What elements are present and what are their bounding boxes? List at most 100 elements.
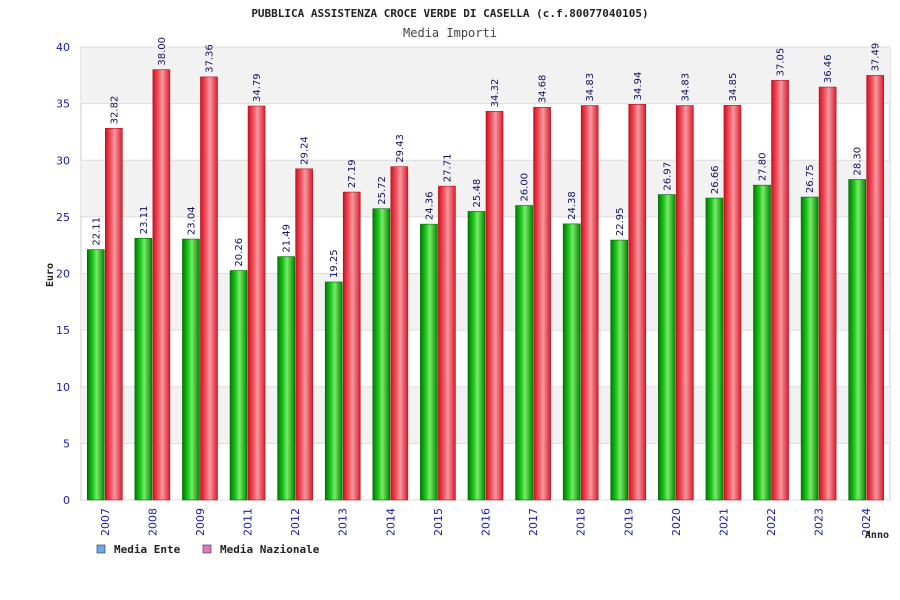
value-label-media-ente-2014: 25.72 xyxy=(377,176,388,205)
legend-label-media-ente: Media Ente xyxy=(114,543,181,556)
bar-media-ente-2011 xyxy=(229,270,248,501)
x-tick-label: 2008 xyxy=(146,508,159,536)
x-tick-label: 2019 xyxy=(622,508,635,536)
bar-media-ente-2022 xyxy=(753,184,771,501)
value-label-media-nazionale-2012: 29.24 xyxy=(300,136,311,165)
bar-media-nazionale-2017 xyxy=(533,106,551,501)
value-label-media-nazionale-2018: 34.83 xyxy=(585,73,596,102)
x-tick-label: 2009 xyxy=(194,508,207,536)
value-label-media-nazionale-2023: 36.46 xyxy=(823,54,834,83)
x-tick-label: 2013 xyxy=(337,508,350,536)
value-label-media-ente-2023: 26.75 xyxy=(805,164,816,193)
x-tick-label: 2021 xyxy=(717,508,730,536)
bar-media-nazionale-2020 xyxy=(676,105,694,501)
bar-media-ente-2016 xyxy=(467,211,486,501)
bar-media-nazionale-2014 xyxy=(390,166,409,501)
value-label-media-nazionale-2019: 34.94 xyxy=(633,72,644,101)
value-label-media-nazionale-2008: 38.00 xyxy=(157,37,168,66)
value-label-media-nazionale-2016: 34.32 xyxy=(490,79,501,108)
bar-media-nazionale-2007 xyxy=(104,128,123,501)
x-tick-label: 2011 xyxy=(242,508,255,536)
value-label-media-ente-2007: 22.11 xyxy=(91,217,102,246)
value-label-media-nazionale-2009: 37.36 xyxy=(204,44,215,73)
y-tick-label: 20 xyxy=(56,268,70,281)
bar-media-ente-2023 xyxy=(800,196,819,501)
bar-media-nazionale-2023 xyxy=(818,86,837,501)
bar-media-ente-2021 xyxy=(705,197,724,501)
bar-media-ente-2013 xyxy=(324,281,343,501)
bar-media-nazionale-2013 xyxy=(342,191,361,501)
value-label-media-ente-2013: 19.25 xyxy=(329,249,340,278)
value-label-media-ente-2012: 21.49 xyxy=(282,224,293,253)
bar-media-ente-2019 xyxy=(610,239,629,501)
y-tick-label: 10 xyxy=(56,381,70,394)
chart-subtitle: Media Importi xyxy=(403,26,497,40)
value-label-media-nazionale-2021: 34.85 xyxy=(728,73,739,102)
value-label-media-nazionale-2013: 27.19 xyxy=(347,159,358,188)
x-axis-label: Anno xyxy=(865,530,889,541)
x-tick-label: 2016 xyxy=(480,508,493,536)
bar-media-ente-2018 xyxy=(562,223,581,501)
value-label-media-nazionale-2020: 34.83 xyxy=(680,73,691,102)
y-tick-label: 15 xyxy=(56,324,70,337)
bar-media-ente-2015 xyxy=(420,223,438,501)
bars: 22.11 32.82 23.11 38.00 23.04 37.36 20.26 34.79… xyxy=(86,37,885,501)
value-label-media-ente-2021: 26.66 xyxy=(710,165,721,194)
x-tick-label: 2022 xyxy=(765,508,778,536)
y-tick-label: 35 xyxy=(56,98,70,111)
legend: Media Ente Media Nazionale xyxy=(96,543,320,556)
y-tick-label: 5 xyxy=(63,437,70,450)
value-label-media-ente-2018: 24.38 xyxy=(567,191,578,220)
bar-media-nazionale-2021 xyxy=(723,105,742,501)
x-tick-label: 2024 xyxy=(860,508,873,536)
value-label-media-ente-2024: 28.30 xyxy=(853,147,864,176)
bar-media-ente-2012 xyxy=(277,256,295,501)
bar-media-nazionale-2011 xyxy=(247,105,266,501)
bar-media-ente-2014 xyxy=(372,208,391,501)
x-tick-label: 2017 xyxy=(527,508,540,536)
bar-media-ente-2009 xyxy=(182,238,200,501)
legend-swatch-media-ente xyxy=(96,544,106,554)
x-tick-label: 2014 xyxy=(384,508,397,536)
bar-media-ente-2017 xyxy=(515,205,533,501)
bar-media-nazionale-2016 xyxy=(485,111,504,501)
value-label-media-ente-2016: 25.48 xyxy=(472,179,483,208)
value-label-media-nazionale-2007: 32.82 xyxy=(109,96,120,125)
x-tick-label: 2007 xyxy=(99,508,112,536)
value-label-media-ente-2022: 27.80 xyxy=(758,153,769,182)
legend-swatch-media-nazionale xyxy=(202,544,212,554)
bar-media-ente-2008 xyxy=(134,237,153,501)
value-label-media-ente-2019: 22.95 xyxy=(615,207,626,236)
value-label-media-ente-2008: 23.11 xyxy=(139,206,150,235)
value-label-media-ente-2020: 26.97 xyxy=(662,162,673,191)
bar-media-nazionale-2008 xyxy=(152,69,171,501)
value-label-media-nazionale-2024: 37.49 xyxy=(871,43,882,72)
y-tick-label: 25 xyxy=(56,211,70,224)
bar-media-ente-2020 xyxy=(658,194,676,501)
value-label-media-nazionale-2022: 37.05 xyxy=(776,48,787,77)
bar-media-nazionale-2022 xyxy=(771,80,789,501)
value-label-media-ente-2009: 23.04 xyxy=(186,206,197,235)
y-tick-label: 0 xyxy=(63,494,70,507)
x-axis-ticks: 2007 2008 2009 2011 2012 2013 2014 2015 2016 2017… xyxy=(99,508,873,536)
legend-label-media-nazionale: Media Nazionale xyxy=(220,543,320,556)
x-tick-label: 2012 xyxy=(289,508,302,536)
chart-title: PUBBLICA ASSISTENZA CROCE VERDE DI CASEL… xyxy=(251,7,648,20)
bar-media-nazionale-2018 xyxy=(580,105,599,501)
x-tick-label: 2018 xyxy=(575,508,588,536)
bar-media-ente-2007 xyxy=(86,249,105,501)
value-label-media-nazionale-2011: 34.79 xyxy=(252,73,263,102)
bar-media-nazionale-2015 xyxy=(438,185,456,501)
value-label-media-nazionale-2017: 34.68 xyxy=(538,75,549,104)
bar-media-nazionale-2009 xyxy=(200,76,218,501)
y-tick-label: 30 xyxy=(56,154,70,167)
x-tick-label: 2015 xyxy=(432,508,445,536)
value-label-media-ente-2015: 24.36 xyxy=(424,191,435,220)
value-label-media-nazionale-2015: 27.71 xyxy=(442,154,453,183)
y-axis-label: Euro xyxy=(45,263,56,287)
y-axis-ticks: 0 5 10 15 20 25 30 35 40 xyxy=(56,41,70,507)
bar-media-nazionale-2019 xyxy=(628,104,647,501)
value-label-media-nazionale-2014: 29.43 xyxy=(395,134,406,163)
bar-media-nazionale-2024 xyxy=(866,75,885,501)
